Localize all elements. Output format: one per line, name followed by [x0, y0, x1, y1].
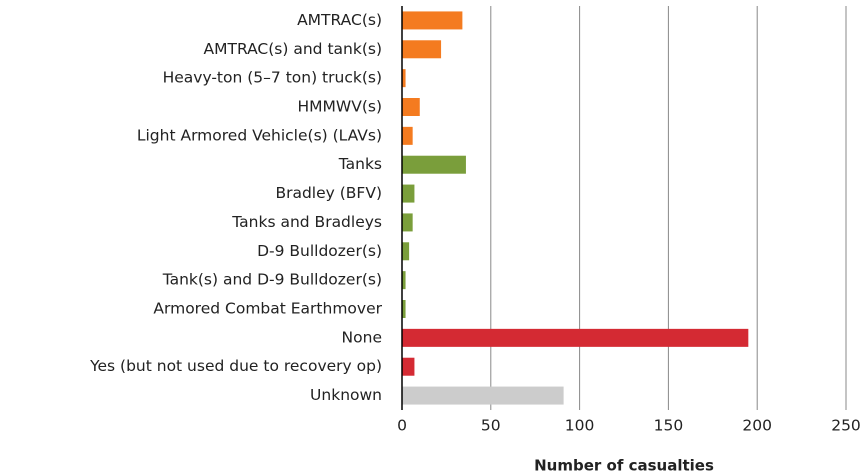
x-tick-label: 50: [481, 417, 501, 435]
x-tick-label: 100: [565, 417, 595, 435]
y-tick-label: Tanks: [338, 155, 382, 173]
bar: [402, 357, 415, 376]
y-tick-label: Heavy-ton (5–7 ton) truck(s): [163, 69, 382, 87]
y-tick-label: D-9 Bulldozer(s): [257, 242, 382, 260]
x-tick-label: 0: [397, 417, 407, 435]
bar: [402, 328, 749, 347]
bar: [402, 213, 413, 232]
bar: [402, 40, 442, 59]
y-tick-label: AMTRAC(s) and tank(s): [204, 40, 382, 58]
y-tick-label: Armored Combat Earthmover: [153, 300, 382, 318]
bar: [402, 271, 406, 290]
bar: [402, 98, 420, 116]
bar: [402, 69, 406, 88]
y-tick-label: Light Armored Vehicle(s) (LAVs): [137, 126, 382, 144]
bar: [402, 300, 406, 318]
bar: [402, 184, 415, 203]
bar: [402, 242, 410, 261]
x-tick-label: 250: [831, 417, 861, 435]
y-tick-label: Tanks and Bradleys: [231, 213, 382, 231]
x-axis-label: Number of casualties: [534, 457, 714, 475]
bar: [402, 155, 466, 174]
bar: [402, 126, 413, 145]
x-tick-label: 200: [742, 417, 772, 435]
bar: [402, 386, 564, 405]
y-tick-label: Yes (but not used due to recovery op): [89, 357, 382, 375]
y-tick-label: HMMWV(s): [297, 98, 382, 116]
y-tick-label: Bradley (BFV): [275, 184, 382, 202]
y-tick-label: None: [342, 328, 382, 346]
bar: [402, 11, 463, 30]
y-tick-label: Unknown: [310, 386, 382, 404]
x-tick-label: 150: [654, 417, 684, 435]
y-tick-label: Tank(s) and D-9 Bulldozer(s): [162, 271, 382, 289]
y-tick-label: AMTRAC(s): [297, 11, 382, 29]
